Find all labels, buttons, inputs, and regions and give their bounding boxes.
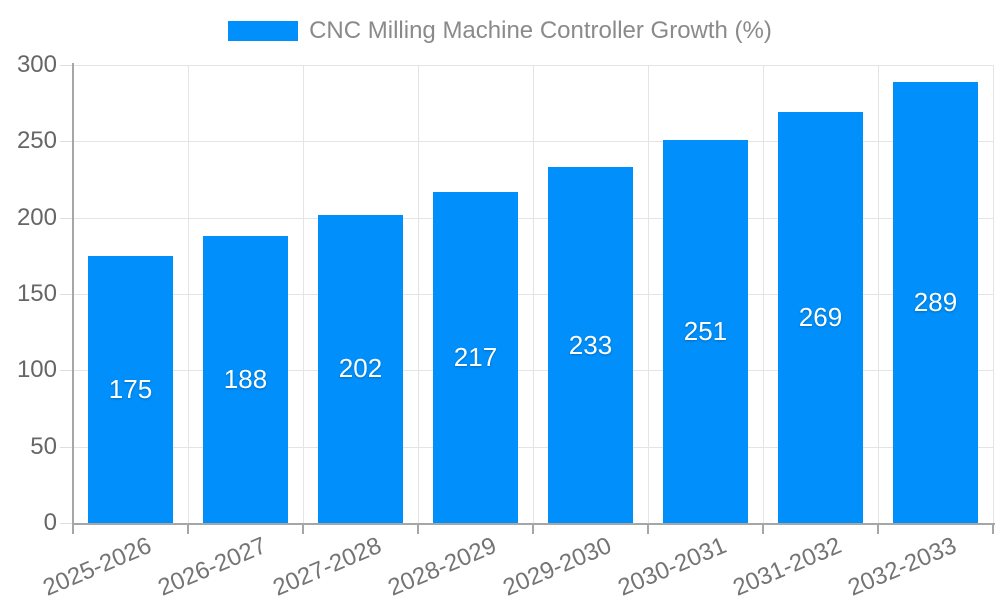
y-tick-label: 200 xyxy=(16,203,57,231)
x-tick xyxy=(647,523,649,534)
x-tick-label: 2031-2032 xyxy=(728,532,846,600)
legend-label: CNC Milling Machine Controller Growth (%… xyxy=(309,17,772,44)
bar[interactable]: 269 xyxy=(778,112,863,523)
y-tick-label: 100 xyxy=(16,356,57,384)
y-tick-label: 300 xyxy=(16,51,57,78)
x-gridline xyxy=(878,65,879,523)
bar-value-label: 188 xyxy=(223,363,268,394)
y-tick-label: 0 xyxy=(43,509,57,536)
x-tick xyxy=(877,523,879,534)
x-tick-label: 2028-2029 xyxy=(383,532,501,600)
bar-value-label: 217 xyxy=(453,341,498,372)
y-tick xyxy=(60,294,73,295)
x-gridline xyxy=(418,65,419,523)
x-tick xyxy=(762,523,764,534)
x-axis-line xyxy=(72,523,995,525)
x-tick-label: 2026-2027 xyxy=(153,532,271,600)
y-tick xyxy=(60,141,73,143)
x-gridline xyxy=(303,65,304,523)
bar[interactable]: 202 xyxy=(318,214,403,523)
x-tick-label: 2025-2026 xyxy=(38,532,156,600)
x-tick-label: 2027-2028 xyxy=(268,532,386,600)
x-tick xyxy=(992,523,994,534)
legend-swatch-icon xyxy=(228,21,299,41)
x-tick xyxy=(72,523,74,534)
x-gridline xyxy=(533,65,534,523)
x-gridline xyxy=(188,65,189,523)
y-tick-label: 50 xyxy=(30,432,57,460)
bar[interactable]: 289 xyxy=(893,81,978,523)
bar[interactable]: 217 xyxy=(433,191,518,523)
y-tick-label: 150 xyxy=(16,280,57,307)
x-tick xyxy=(532,523,534,534)
bar[interactable]: 188 xyxy=(203,235,288,523)
bar-value-label: 175 xyxy=(108,373,153,404)
bar-value-label: 289 xyxy=(913,286,958,317)
x-tick-label: 2032-2033 xyxy=(843,532,961,600)
bar-value-label: 233 xyxy=(568,329,613,360)
y-axis-line xyxy=(72,63,74,523)
bar-value-label: 269 xyxy=(798,302,843,333)
bar-value-label: 202 xyxy=(338,353,383,384)
y-tick xyxy=(60,370,73,372)
bar[interactable]: 175 xyxy=(88,255,173,523)
y-tick xyxy=(60,65,73,66)
y-tick-label: 250 xyxy=(16,127,57,155)
bar-value-label: 251 xyxy=(683,315,728,346)
x-tick xyxy=(187,523,189,534)
x-gridline xyxy=(648,65,649,523)
x-tick-label: 2030-2031 xyxy=(613,532,731,600)
x-tick xyxy=(302,523,304,534)
x-tick-label: 2029-2030 xyxy=(498,532,616,600)
x-gridline xyxy=(763,65,764,523)
bar[interactable]: 251 xyxy=(663,139,748,523)
y-tick xyxy=(60,523,73,524)
y-tick xyxy=(60,217,73,219)
y-tick xyxy=(60,446,73,448)
x-tick xyxy=(417,523,419,534)
x-gridline xyxy=(993,65,994,523)
legend[interactable]: CNC Milling Machine Controller Growth (%… xyxy=(0,17,1000,45)
bar[interactable]: 233 xyxy=(548,167,633,523)
